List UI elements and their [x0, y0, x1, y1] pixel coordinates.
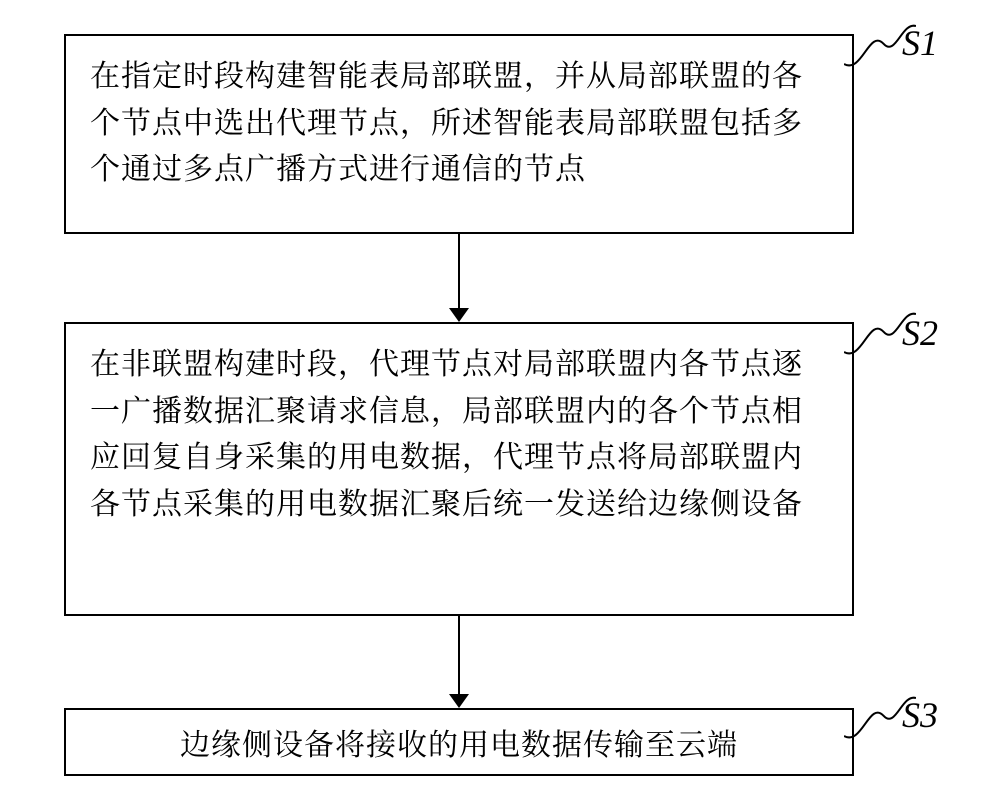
flow-node-s3-text: 边缘侧设备将接收的用电数据传输至云端 — [180, 719, 738, 766]
flow-node-s1-text: 在指定时段构建智能表局部联盟，并从局部联盟的各个节点中选出代理节点，所述智能表局… — [90, 51, 803, 188]
flow-node-s3: 边缘侧设备将接收的用电数据传输至云端 — [64, 708, 854, 776]
arrow-s1-s2 — [447, 234, 471, 322]
flowchart-canvas: 在指定时段构建智能表局部联盟，并从局部联盟的各个节点中选出代理节点，所述智能表局… — [0, 0, 1000, 811]
flow-node-s1: 在指定时段构建智能表局部联盟，并从局部联盟的各个节点中选出代理节点，所述智能表局… — [64, 34, 854, 234]
step-label-s1: S1 — [902, 22, 938, 64]
step-label-s3: S3 — [902, 694, 938, 736]
flow-node-s2-text: 在非联盟构建时段，代理节点对局部联盟内各节点逐一广播数据汇聚请求信息，局部联盟内… — [90, 339, 803, 523]
flow-node-s2: 在非联盟构建时段，代理节点对局部联盟内各节点逐一广播数据汇聚请求信息，局部联盟内… — [64, 322, 854, 616]
arrow-s2-s3 — [447, 616, 471, 708]
step-label-s2: S2 — [902, 312, 938, 354]
